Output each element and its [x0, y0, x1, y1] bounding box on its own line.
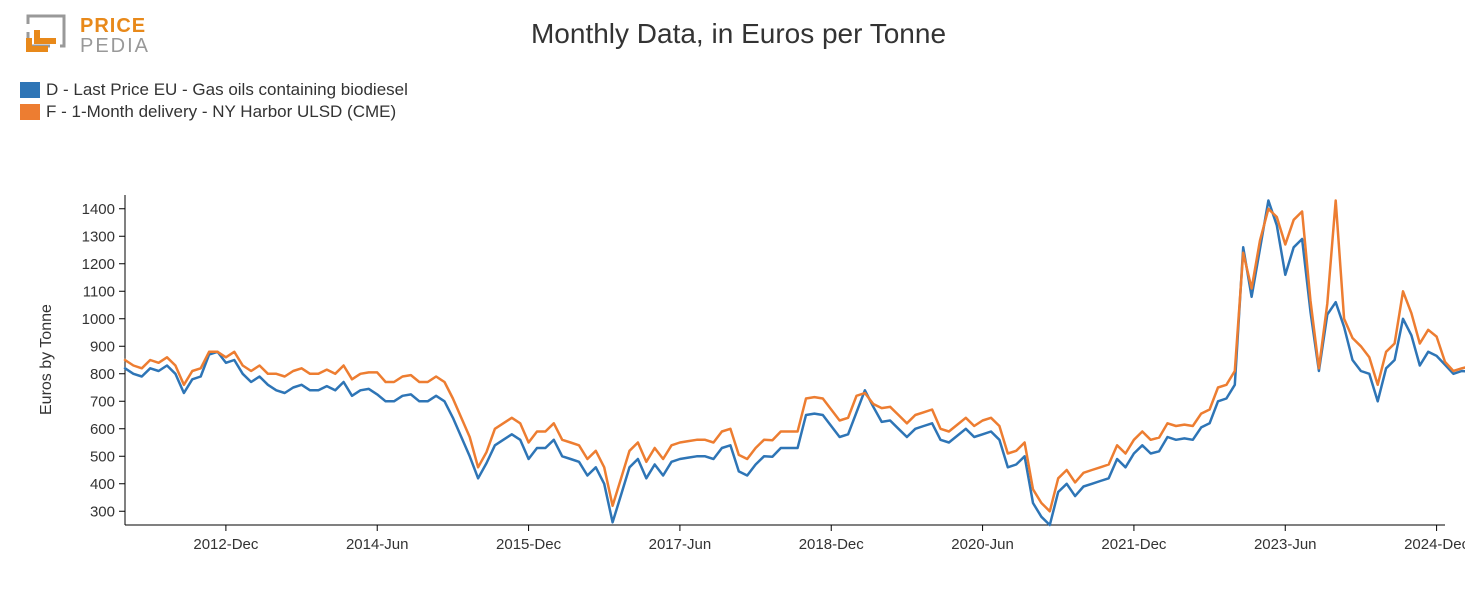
svg-text:1300: 1300 [82, 228, 115, 245]
svg-text:2024-Dec: 2024-Dec [1404, 536, 1465, 553]
svg-text:2023-Jun: 2023-Jun [1254, 536, 1317, 553]
svg-text:400: 400 [90, 476, 115, 493]
legend: D - Last Price EU - Gas oils containing … [20, 80, 408, 124]
svg-text:2017-Jun: 2017-Jun [649, 536, 712, 553]
svg-text:1200: 1200 [82, 256, 115, 273]
svg-text:900: 900 [90, 338, 115, 355]
svg-text:1100: 1100 [83, 283, 115, 300]
legend-label: F - 1-Month delivery - NY Harbor ULSD (C… [46, 102, 396, 122]
legend-swatch [20, 82, 40, 98]
svg-text:1000: 1000 [82, 311, 115, 328]
svg-text:2018-Dec: 2018-Dec [799, 536, 865, 553]
svg-text:300: 300 [90, 503, 115, 520]
chart-area: Euros by Tonne 300 400 500 600 700 800 900 1000… [20, 195, 1457, 585]
svg-text:500: 500 [90, 448, 115, 465]
chart-title: Monthly Data, in Euros per Tonne [0, 18, 1477, 50]
svg-text:600: 600 [90, 421, 115, 438]
legend-item: F - 1-Month delivery - NY Harbor ULSD (C… [20, 102, 408, 122]
legend-swatch [20, 104, 40, 120]
svg-text:2015-Dec: 2015-Dec [496, 536, 562, 553]
svg-text:700: 700 [90, 393, 115, 410]
svg-text:2021-Dec: 2021-Dec [1101, 536, 1167, 553]
svg-text:2012-Dec: 2012-Dec [193, 536, 259, 553]
y-axis-label: Euros by Tonne [38, 304, 56, 415]
svg-text:2020-Jun: 2020-Jun [951, 536, 1014, 553]
line-chart: 300 400 500 600 700 800 900 1000 1100 1200 1300 140… [20, 195, 1465, 575]
svg-text:1400: 1400 [82, 201, 115, 218]
legend-item: D - Last Price EU - Gas oils containing … [20, 80, 408, 100]
svg-text:800: 800 [90, 366, 115, 383]
legend-label: D - Last Price EU - Gas oils containing … [46, 80, 408, 100]
svg-text:2014-Jun: 2014-Jun [346, 536, 409, 553]
